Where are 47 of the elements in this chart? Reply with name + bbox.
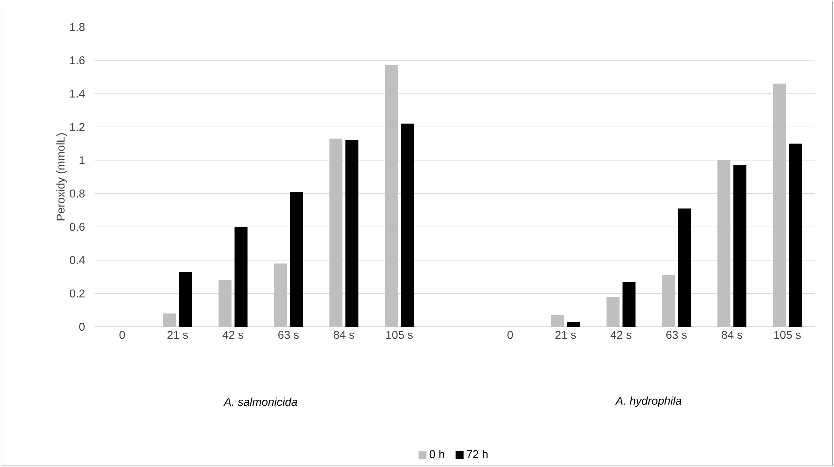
bar [179,272,192,327]
y-tick-label: 1.6 [70,56,85,64]
x-tick-label: 105 s [774,331,801,340]
x-tick-label: 84 s [334,331,354,340]
bar [290,192,304,327]
bar [330,138,343,327]
bar [234,227,248,327]
bar [734,165,747,327]
bar [606,296,620,327]
y-tick-label: 0.8 [70,190,85,198]
y-tick-label: 0.4 [70,256,86,264]
bar [218,280,232,327]
x-tick-label: 105 s [386,331,413,340]
bar [385,65,398,327]
y-tick-label: 1 [80,156,85,164]
text: A. salmonicida [224,398,298,406]
bar [773,84,786,327]
legend-label: 72 h [467,450,488,458]
x-tick-label: 63 s [278,331,299,340]
bar [567,322,580,327]
x-tick-label: 42 s [610,331,632,340]
y-tick-label: 0.2 [70,290,85,298]
bar [346,140,359,327]
x-tick-label: 21 s [168,331,188,340]
bar [274,264,288,327]
bar [718,160,731,327]
bar [551,315,564,327]
y-tick-label: 1.2 [70,123,85,132]
x-tick-label: 63 s [666,331,687,340]
bar [789,144,802,327]
bar [163,314,176,327]
bar [401,124,414,327]
bar [622,282,636,327]
x-tick-label: 84 s [722,331,742,340]
x-tick-label: 21 s [556,331,576,340]
y-tick-label: 1.4 [70,90,86,98]
legend-label: 0 h [430,450,444,458]
y-axis-title: Peroxidy (mmolL) [56,133,68,220]
bar [678,208,692,327]
y-tick-label: 0.6 [70,223,85,232]
y-tick-label: 1.8 [70,23,85,32]
text: A. hydrophila [615,396,682,408]
y-tick-label: 0 [79,322,85,331]
bar [662,275,676,327]
x-tick-label: 42 s [222,331,244,340]
x-tick-label: 0 [120,331,126,340]
x-tick-label: 0 [508,331,514,340]
